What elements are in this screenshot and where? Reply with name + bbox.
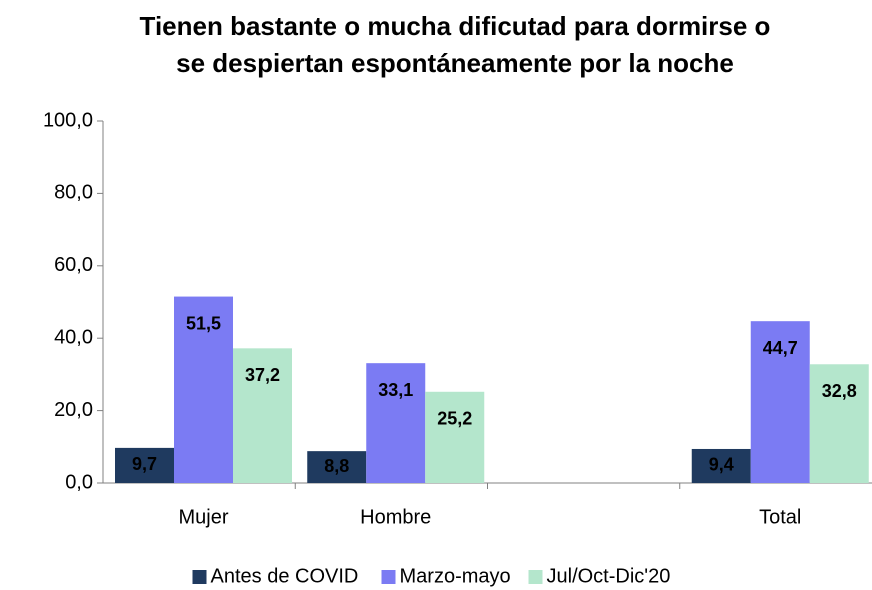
bar: [307, 451, 367, 483]
legend-swatch: [528, 570, 543, 584]
value-label: 25,2: [437, 409, 472, 429]
value-label: 37,2: [245, 365, 280, 385]
value-label: 9,7: [132, 454, 157, 474]
y-tick-label: 60,0: [54, 254, 93, 276]
y-tick-label: 0,0: [65, 471, 93, 493]
bar: [425, 391, 485, 483]
value-label: 51,5: [186, 313, 221, 333]
y-tick-label: 80,0: [54, 182, 93, 204]
y-tick-label: 40,0: [54, 326, 93, 348]
value-label: 8,8: [324, 456, 349, 476]
x-tick-label: Mujer: [178, 506, 228, 528]
bar: [366, 363, 426, 483]
legend-swatch: [192, 570, 207, 584]
bar: [809, 364, 869, 483]
value-label: 32,8: [822, 381, 857, 401]
bar: [750, 321, 810, 483]
bar: [174, 296, 233, 483]
legend-label: Jul/Oct-Dic'20: [547, 565, 671, 587]
bar: [115, 447, 174, 483]
value-label: 44,7: [763, 338, 798, 358]
y-tick-label: 100,0: [43, 109, 93, 131]
chart-title: se despiertan espontáneamente por la noc…: [176, 48, 734, 78]
x-tick-label: Total: [759, 506, 801, 528]
legend-swatch: [381, 570, 396, 584]
chart-title: Tienen bastante o mucha dificutad para d…: [140, 11, 771, 41]
value-label: 33,1: [378, 380, 413, 400]
bar: [233, 348, 292, 483]
value-label: 9,4: [709, 455, 734, 475]
x-tick-label: Hombre: [360, 506, 431, 528]
bar: [691, 448, 751, 483]
y-tick-label: 20,0: [54, 399, 93, 421]
legend-label: Antes de COVID: [211, 565, 359, 587]
legend-label: Marzo-mayo: [400, 565, 511, 587]
